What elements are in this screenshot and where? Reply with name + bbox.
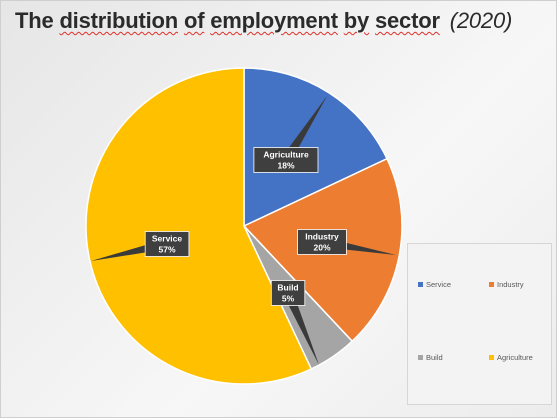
data-label-category: Industry <box>305 232 339 242</box>
legend-swatch <box>418 282 423 287</box>
pie-slice-agriculture <box>243 67 388 228</box>
data-label-value: 57% <box>158 245 175 255</box>
data-label-box <box>253 147 319 173</box>
data-label-box <box>144 231 190 257</box>
title-year: (2020) <box>449 8 513 33</box>
data-label-category: Build <box>277 283 298 293</box>
data-label-value: 20% <box>313 243 330 253</box>
data-label-pointer <box>281 96 327 163</box>
legend-item-agriculture: Agriculture <box>489 353 533 362</box>
legend-label: Agriculture <box>497 353 533 362</box>
title-word: sector <box>374 8 440 33</box>
legend-item-industry: Industry <box>489 280 524 289</box>
data-label-value: 5% <box>282 294 295 304</box>
legend-item-build: Build <box>418 353 443 362</box>
legend-swatch <box>489 282 494 287</box>
data-label-box <box>270 280 306 306</box>
data-label-value: 18% <box>277 161 294 171</box>
title-word: The <box>15 8 54 33</box>
legend-label: Build <box>426 353 443 362</box>
title-word: employment <box>210 8 338 33</box>
chart-title: The distribution of employment by sector… <box>15 8 512 34</box>
legend-swatch <box>489 355 494 360</box>
data-label-category: Agriculture <box>263 150 309 160</box>
legend: Service Industry Build Agriculture <box>407 243 552 405</box>
legend-item-service: Service <box>418 280 451 289</box>
legend-swatch <box>418 355 423 360</box>
title-word: of <box>183 8 205 33</box>
pie-data-labels: Agriculture18%Industry20%Build5%Service5… <box>91 96 396 365</box>
title-word: distribution <box>59 8 179 33</box>
title-word: by <box>343 8 370 33</box>
legend-label: Industry <box>497 280 524 289</box>
data-label-pointer <box>283 291 319 365</box>
legend-label: Service <box>426 280 452 289</box>
pie-slices <box>85 67 403 385</box>
data-label-category: Service <box>152 234 183 244</box>
pie-slice-service <box>85 67 313 385</box>
data-label-box <box>297 229 347 255</box>
